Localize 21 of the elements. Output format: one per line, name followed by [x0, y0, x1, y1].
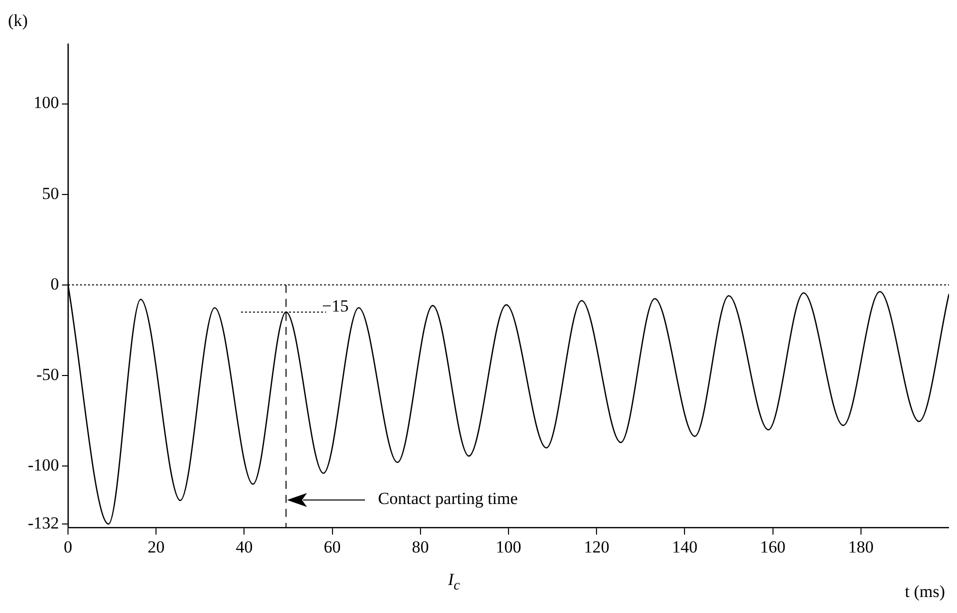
x-tick-label: 60 — [324, 537, 341, 556]
x-tick-label: 40 — [236, 537, 253, 556]
annotation: −15 — [322, 296, 349, 316]
x-tick-label: 160 — [760, 537, 786, 556]
y-tick-label: 100 — [34, 93, 59, 112]
text: I$_{c}$ — [448, 570, 460, 594]
x-axis-title: t (ms) — [904, 582, 945, 601]
x-tick-label: 80 — [412, 537, 429, 556]
x-tick-label: 20 — [148, 537, 165, 556]
y-axis-title: (k) — [8, 11, 28, 30]
x-tick-label: 140 — [672, 537, 698, 556]
y-tick-label: 0 — [50, 274, 59, 294]
x-tick-label: 180 — [848, 537, 874, 556]
annotation: Contact parting time — [378, 488, 518, 509]
x-tick-label: 0 — [64, 537, 72, 556]
x-tick-label: 120 — [584, 537, 610, 556]
x-tick-label: 100 — [496, 537, 522, 556]
y-tick-label: -132 — [28, 513, 59, 532]
y-tick-label: -100 — [28, 455, 59, 474]
y-tick-label: -50 — [36, 364, 59, 384]
y-tick-label: 50 — [42, 184, 59, 203]
